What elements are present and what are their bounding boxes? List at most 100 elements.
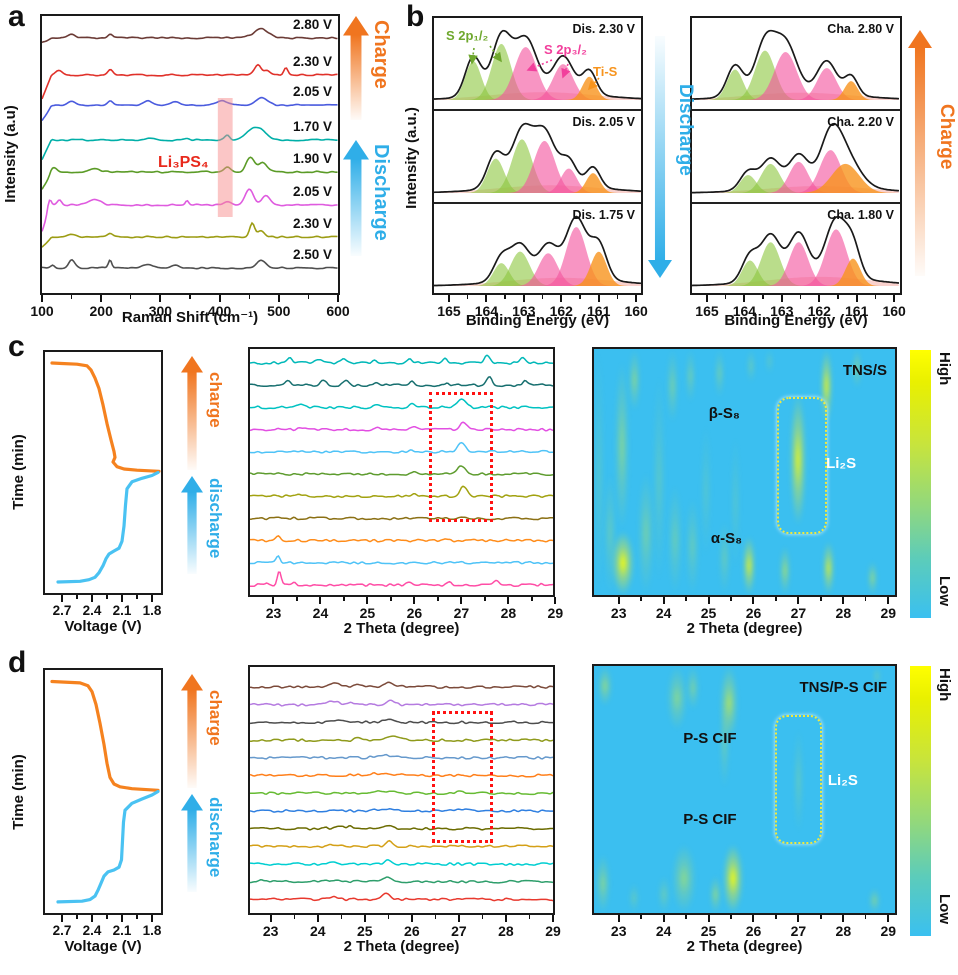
xrd-waterfall-c [248,347,555,597]
highlight-box [432,711,494,844]
discharge-arrow-label: Discharge [370,144,392,241]
arrow-up-icon [343,16,369,120]
heatmap-streak [637,472,654,595]
axis-minor-tick [307,295,310,299]
heatmap-streak [595,853,610,913]
axis-tick [705,295,708,302]
axis-tick-label: 26 [404,923,420,939]
axis-tick [151,595,153,602]
axis-tick [460,597,463,604]
highlight-box [428,392,494,523]
arrow-up-icon [343,140,369,256]
axis-tick [797,597,800,604]
axis-tick [319,597,322,604]
panel-letter-a: a [8,0,25,33]
axis-tick-label: 165 [695,303,719,319]
panel-letter-d: d [8,646,27,679]
xps-discharge-column: Dis. 2.30 V Dis. 2.05 V Dis. 1.75 V [432,16,643,295]
axis-tick-label: 25 [700,923,717,939]
heatmap-streak [822,540,834,595]
axis-tick [662,915,665,922]
axis-tick [91,595,93,602]
voltage-curves [50,679,160,904]
contour-xlabel-c: 2 Theta (degree) [686,620,803,637]
axis-minor-tick [387,915,390,919]
axis-minor-tick [640,915,642,919]
xps-state-label: Dis. 1.75 V [572,208,635,222]
axis-tick-label: 100 [30,303,54,319]
axis-tick-label: 25 [357,923,373,939]
axis-minor-tick [136,915,138,919]
axis-tick-label: 160 [882,303,906,319]
axis-minor-tick [837,295,839,299]
axis-tick-label: 300 [148,303,173,319]
axis-minor-tick [106,595,108,599]
axis-tick-label: 2.4 [82,603,102,618]
phase-label: β-S₈ [708,405,740,423]
raman-xlabel: Raman Shift (cm⁻¹) [121,309,259,326]
axis-minor-tick [799,295,802,299]
axis-minor-tick [640,597,642,601]
axis-tick [363,915,366,922]
axis-tick-label: 27 [451,923,467,939]
axis-minor-tick [616,295,619,299]
axis-tick-label: 24 [309,923,326,939]
axis-tick [743,295,746,302]
xps-annotation-arrows [468,45,600,91]
axis-tick [337,295,339,302]
colorbar-low-c: Low [936,576,953,606]
raman-ylabel: Intensity (a.u) [2,105,19,203]
axis-tick [91,915,93,922]
axis-minor-tick [136,595,138,599]
xrd-xlabel-d: 2 Theta (degree) [343,938,460,955]
axis-minor-tick [865,597,867,601]
axis-tick-label: 28 [498,923,514,939]
axis-tick-label: 28 [500,605,517,621]
xps-xlabel-right: Binding Energy (eV) [724,312,868,329]
phase-label: P-S CIF [683,730,737,748]
axis-tick-label: 163 [770,303,794,319]
axis-minor-tick [296,597,298,601]
panel-divider [434,109,641,111]
xrd-traces [250,354,553,587]
axis-tick [218,295,221,302]
axis-tick-label: 2.1 [112,923,132,938]
axis-tick-label: 27 [453,605,470,621]
axis-tick-label: 164 [474,303,499,319]
heatmap-streak [820,349,832,423]
axis-tick-label: 161 [845,303,869,319]
axis-tick [269,915,272,922]
voltage-state-label: 2.30 V [292,216,332,231]
voltage-time-plot-c [43,350,163,595]
xps-subpanel [692,29,899,100]
arrow-up-icon [181,476,203,574]
colorbar-low-d: Low [936,894,953,924]
axis-minor-tick [343,597,345,601]
axis-tick-label: 163 [512,303,536,319]
heatmap-streak [686,496,700,595]
voltage-time-plot-d [43,668,163,915]
axis-minor-tick [340,915,342,919]
contour-xlabel-d: 2 Theta (degree) [686,938,803,955]
axis-tick [752,597,755,604]
xps-state-label: Cha. 2.20 V [827,115,894,129]
axis-tick [413,597,416,604]
voltage-xlabel-d: Voltage (V) [64,938,142,955]
axis-tick [457,915,460,922]
axis-tick [887,915,890,922]
axis-tick [818,295,821,302]
raman-plot: 2.80 V 2.30 V 2.05 V 1.70 V 1.90 V 2.05 V 2.30… [40,14,340,295]
axis-tick [447,295,450,302]
axis-tick-label: 26 [745,923,762,939]
axis-tick [61,595,63,602]
axis-minor-tick [70,295,73,299]
colorbar-high-c: High [936,352,953,386]
axis-tick [887,597,890,604]
panel-divider [692,109,900,111]
axis-tick-label: 27 [790,605,807,621]
axis-tick [151,915,153,922]
heatmap-streak [731,435,740,571]
heatmap-streak [686,349,696,404]
axis-minor-tick [293,915,295,919]
axis-minor-tick [130,295,132,299]
